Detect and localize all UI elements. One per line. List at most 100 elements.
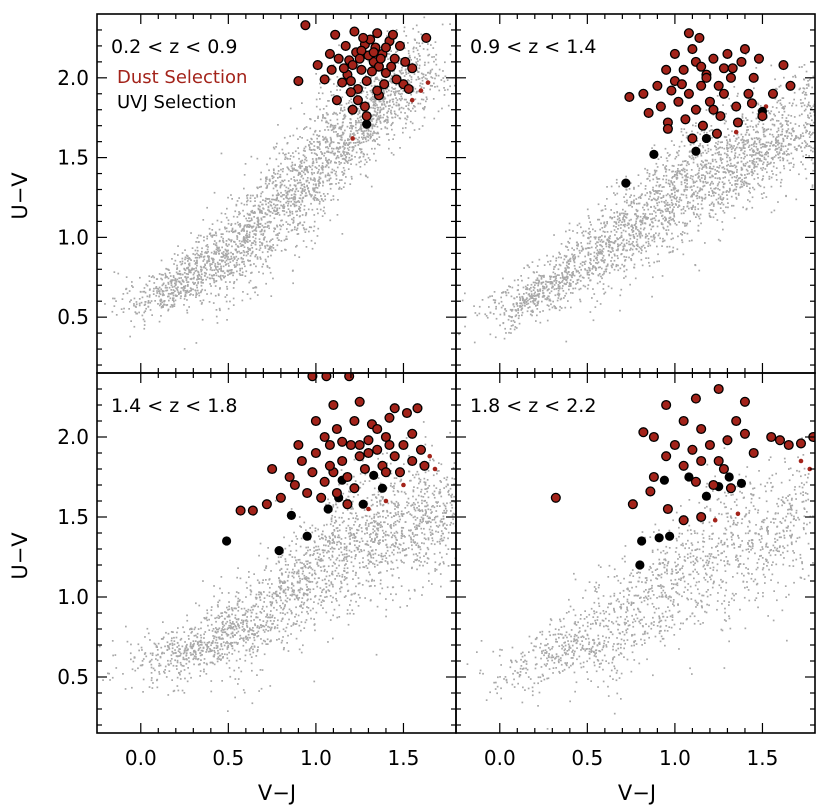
background-point xyxy=(810,159,813,161)
background-point xyxy=(349,141,352,144)
background-point xyxy=(254,212,256,214)
background-point xyxy=(356,141,359,144)
background-point xyxy=(575,283,577,285)
background-point xyxy=(217,275,220,278)
background-point xyxy=(183,348,186,350)
background-point xyxy=(670,238,673,241)
background-point xyxy=(726,150,729,152)
background-point xyxy=(661,245,663,247)
background-point xyxy=(740,149,742,152)
background-point xyxy=(755,152,757,154)
background-point xyxy=(243,203,246,206)
background-point xyxy=(672,218,675,221)
background-point xyxy=(244,239,247,242)
background-point xyxy=(226,294,228,296)
background-point xyxy=(113,305,116,307)
background-point xyxy=(568,267,570,269)
background-point xyxy=(156,290,158,292)
background-point xyxy=(237,232,240,234)
background-point xyxy=(321,168,323,170)
background-point xyxy=(344,182,346,185)
background-point xyxy=(764,135,767,138)
background-point xyxy=(196,264,198,267)
background-point xyxy=(317,183,320,185)
background-point xyxy=(503,313,506,316)
background-point xyxy=(778,152,781,155)
background-point xyxy=(705,165,707,168)
background-point xyxy=(417,31,420,33)
background-point xyxy=(259,244,261,247)
background-point xyxy=(415,61,417,64)
background-point xyxy=(333,83,335,85)
background-point xyxy=(432,47,435,49)
background-point xyxy=(510,309,513,311)
background-point xyxy=(494,299,497,302)
background-point xyxy=(189,287,192,289)
background-point xyxy=(270,201,273,204)
background-point xyxy=(552,276,555,278)
background-point xyxy=(664,166,666,169)
background-point xyxy=(200,270,203,273)
background-point xyxy=(671,204,673,207)
background-point xyxy=(682,167,685,170)
background-point xyxy=(756,149,759,152)
background-point xyxy=(287,223,289,225)
background-point xyxy=(275,194,278,197)
background-point xyxy=(614,240,617,242)
background-point xyxy=(804,121,807,124)
background-point xyxy=(710,187,712,190)
background-point xyxy=(236,238,239,240)
background-point xyxy=(767,128,770,130)
background-point xyxy=(719,178,721,180)
background-point xyxy=(649,191,651,193)
background-point xyxy=(331,150,334,153)
background-point xyxy=(349,133,352,135)
background-point xyxy=(526,284,529,286)
background-point xyxy=(388,101,391,103)
background-point xyxy=(327,113,329,116)
background-point xyxy=(565,271,568,274)
background-point xyxy=(281,205,284,207)
background-point xyxy=(719,141,722,144)
background-point xyxy=(495,317,498,320)
background-point xyxy=(675,190,678,192)
background-point xyxy=(395,97,397,99)
background-point xyxy=(579,274,582,277)
background-point xyxy=(312,230,315,232)
background-point xyxy=(726,190,728,192)
background-point xyxy=(406,115,409,117)
background-point xyxy=(293,228,296,231)
background-point xyxy=(694,264,696,266)
background-point xyxy=(662,226,665,229)
background-point xyxy=(261,203,263,206)
background-point xyxy=(592,265,595,267)
background-point xyxy=(382,97,385,100)
background-point xyxy=(318,148,321,150)
background-point xyxy=(215,251,218,253)
background-point xyxy=(148,289,151,291)
background-point xyxy=(222,251,225,253)
background-point xyxy=(545,285,548,288)
background-point xyxy=(160,303,162,305)
background-point xyxy=(656,202,658,204)
background-point xyxy=(287,215,290,217)
background-point xyxy=(208,227,211,230)
background-point xyxy=(553,305,556,307)
background-point xyxy=(694,206,697,208)
background-point xyxy=(209,283,211,285)
background-point xyxy=(276,198,278,200)
background-point xyxy=(344,154,346,157)
background-point xyxy=(257,207,260,210)
background-point xyxy=(722,197,725,199)
background-point xyxy=(238,272,241,275)
background-point xyxy=(777,143,779,146)
background-point xyxy=(279,200,282,203)
background-point xyxy=(649,195,651,198)
background-point xyxy=(363,134,365,137)
background-point xyxy=(712,209,714,212)
dust-point xyxy=(345,87,356,98)
background-point xyxy=(317,199,320,201)
background-point xyxy=(332,152,335,155)
background-point xyxy=(609,216,612,218)
background-point xyxy=(713,203,715,206)
